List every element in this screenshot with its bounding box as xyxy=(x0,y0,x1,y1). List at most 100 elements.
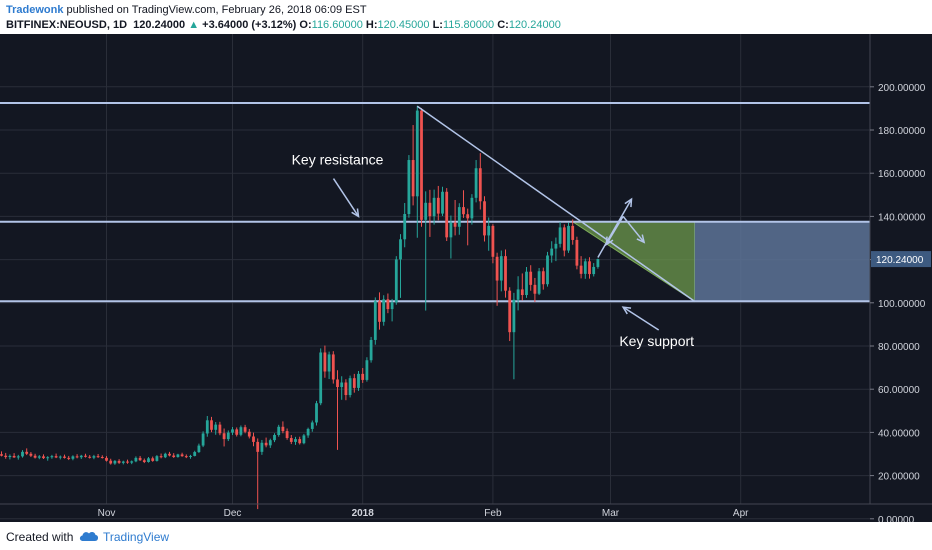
candle xyxy=(79,454,83,459)
candle xyxy=(289,434,293,445)
candle-body xyxy=(466,214,470,219)
candle xyxy=(491,224,495,264)
candle xyxy=(478,153,482,210)
candle xyxy=(567,222,570,253)
candle-body xyxy=(558,227,562,244)
candle xyxy=(231,427,234,435)
x-tick-label: Apr xyxy=(733,508,749,519)
candle-body xyxy=(315,403,318,423)
arrow-shaft xyxy=(605,216,624,245)
candle-body xyxy=(483,201,486,236)
candle-body xyxy=(294,439,297,442)
chart-header: Tradewonk published on TradingView.com, … xyxy=(0,0,932,34)
candle-body xyxy=(487,225,491,236)
time-axis[interactable]: Nov Dec 2018 Feb Mar Apr xyxy=(98,508,750,519)
key-support-label: Key support xyxy=(619,333,694,349)
y-tick-label: 60.00000 xyxy=(878,385,920,396)
candle xyxy=(176,453,180,458)
candle-body xyxy=(424,202,428,220)
candle xyxy=(21,450,24,458)
candle-body xyxy=(285,431,289,439)
candle xyxy=(420,108,423,227)
candle xyxy=(541,267,545,290)
candle-body xyxy=(520,289,524,296)
candle xyxy=(92,454,96,460)
candle xyxy=(100,455,104,459)
author-link[interactable]: Tradewonk xyxy=(6,4,64,16)
candle-body xyxy=(478,168,482,202)
candle xyxy=(264,437,268,448)
candle xyxy=(193,450,197,457)
candle-body xyxy=(16,456,20,458)
descending-trendline[interactable] xyxy=(416,105,695,302)
candle xyxy=(525,266,528,298)
candle xyxy=(424,191,428,311)
candle xyxy=(294,436,297,445)
candle-body xyxy=(373,301,377,340)
price-axis[interactable]: 0.00000 20.00000 40.00000 60.00000 80.00000 1… xyxy=(870,83,931,522)
candle xyxy=(75,454,79,459)
drawings xyxy=(416,105,695,302)
candle xyxy=(558,222,562,248)
arrow-head xyxy=(624,197,633,208)
candle xyxy=(29,452,33,458)
y-tick-label: 200.00000 xyxy=(878,83,926,94)
candle-body xyxy=(504,256,507,291)
up-arrow-icon: ▲ xyxy=(188,19,200,31)
candle xyxy=(399,234,402,298)
candle xyxy=(117,459,121,464)
y-tick-label: 40.00000 xyxy=(878,428,920,439)
price-chart[interactable]: Key resistance Key support 0.00000 20.0000… xyxy=(0,34,932,522)
candle xyxy=(596,258,600,269)
candle-body xyxy=(365,360,369,380)
candle-body xyxy=(596,259,600,267)
candle-body xyxy=(126,461,129,463)
candle xyxy=(4,452,8,459)
candle-body xyxy=(256,441,260,452)
candle xyxy=(529,265,533,291)
arrow-head xyxy=(621,306,632,315)
candle xyxy=(172,453,176,458)
candle xyxy=(508,287,512,342)
candle-body xyxy=(71,456,75,459)
candle xyxy=(357,371,360,391)
candle-body xyxy=(491,225,495,257)
arrow-shaft xyxy=(622,215,645,243)
candle-body xyxy=(499,256,503,281)
candle xyxy=(352,373,356,393)
current-price-tag xyxy=(871,251,931,268)
candle-body xyxy=(508,290,512,333)
candle xyxy=(8,454,12,460)
candle-body xyxy=(420,110,423,220)
candle xyxy=(373,297,377,345)
candle xyxy=(499,250,503,292)
candle-body xyxy=(193,452,197,456)
candle-body xyxy=(432,197,436,217)
y-tick-label: 140.00000 xyxy=(878,212,926,223)
candle xyxy=(382,295,386,326)
candle xyxy=(226,430,230,442)
candle xyxy=(554,237,558,262)
candle xyxy=(457,203,461,235)
candle xyxy=(109,458,113,465)
candle xyxy=(256,438,260,510)
candle xyxy=(365,357,369,382)
candle xyxy=(155,455,159,462)
candle-body xyxy=(235,429,239,435)
candle-body xyxy=(441,191,444,214)
candle-body xyxy=(445,191,449,238)
candle xyxy=(550,241,554,263)
candle xyxy=(113,460,117,465)
candle xyxy=(533,277,537,302)
candle-body xyxy=(289,438,293,442)
candle xyxy=(327,351,331,380)
candle-body xyxy=(67,457,71,459)
candle-body xyxy=(50,456,54,458)
candle xyxy=(96,454,100,458)
candle-body xyxy=(550,248,554,256)
candle xyxy=(134,456,138,463)
breakout-arrow xyxy=(622,215,646,244)
tradingview-brand-link[interactable]: TradingView xyxy=(103,530,170,544)
symbol-label[interactable]: BITFINEX:NEOUSD, 1D xyxy=(6,19,128,31)
candle-body xyxy=(331,354,335,380)
